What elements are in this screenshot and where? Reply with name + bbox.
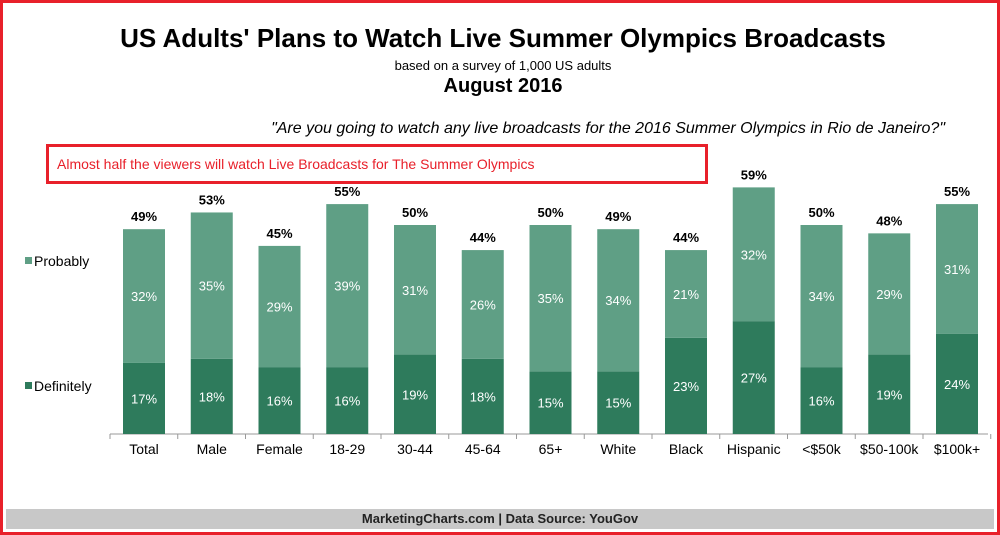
bar-probably [868, 233, 911, 355]
data-label-definitely: 16% [266, 394, 292, 409]
data-label-total: 48% [876, 213, 902, 228]
data-label-total: 55% [334, 184, 360, 199]
data-label-definitely: 18% [470, 389, 496, 404]
bar-probably [665, 250, 707, 338]
data-label-definitely: 17% [131, 391, 157, 406]
bar-probably [394, 225, 436, 355]
data-label-definitely: 18% [199, 389, 225, 404]
x-tick-label: 45-64 [465, 441, 501, 457]
source-footer: MarketingCharts.com | Data Source: YouGo… [6, 509, 994, 529]
bar-definitely [597, 371, 640, 434]
data-label-definitely: 16% [808, 394, 834, 409]
bar-probably [461, 250, 504, 359]
survey-question: "Are you going to watch any live broadca… [271, 120, 945, 137]
data-label-probably: 31% [944, 262, 970, 277]
bar-probably [190, 212, 233, 359]
bar-definitely [800, 367, 843, 434]
legend-label-definitely: Definitely [34, 378, 92, 394]
data-label-definitely: 19% [402, 387, 428, 402]
bar-probably [597, 229, 640, 372]
data-label-definitely: 16% [334, 394, 360, 409]
data-label-definitely: 15% [537, 396, 563, 411]
bar-definitely [190, 358, 233, 434]
data-label-total: 44% [470, 230, 496, 245]
data-label-probably: 39% [334, 279, 360, 294]
bar-probably [800, 225, 843, 368]
x-tick-label: $50-100k [860, 441, 919, 457]
legend-swatch-definitely [25, 382, 32, 389]
data-label-total: 55% [944, 184, 970, 199]
bar-definitely [936, 333, 978, 434]
data-label-definitely: 15% [605, 396, 631, 411]
data-label-total: 50% [402, 205, 428, 220]
data-label-total: 53% [199, 192, 225, 207]
x-tick-label: Hispanic [727, 441, 781, 457]
callout-box: Almost half the viewers will watch Live … [46, 144, 708, 184]
x-tick-label: 65+ [539, 441, 563, 457]
bar-probably [258, 245, 301, 368]
bar-definitely [123, 362, 165, 434]
data-label-definitely: 27% [741, 371, 767, 386]
data-label-total: 50% [808, 205, 834, 220]
data-label-total: 44% [673, 230, 699, 245]
x-tick-label: Total [129, 441, 159, 457]
bar-probably [123, 229, 165, 363]
bar-definitely [326, 367, 369, 434]
data-label-total: 49% [605, 209, 631, 224]
data-label-definitely: 23% [673, 379, 699, 394]
data-label-probably: 34% [808, 289, 834, 304]
data-label-definitely: 24% [944, 377, 970, 392]
data-label-probably: 31% [402, 283, 428, 298]
bar-probably [732, 187, 775, 322]
x-tick-label: White [600, 441, 636, 457]
bar-definitely [665, 337, 707, 434]
chart-subtitle: based on a survey of 1,000 US adults [394, 58, 612, 73]
bar-probably [936, 204, 978, 334]
data-label-probably: 26% [470, 297, 496, 312]
data-label-total: 59% [741, 167, 767, 182]
x-tick-label: Female [256, 441, 303, 457]
data-label-total: 49% [131, 209, 157, 224]
data-label-probably: 29% [876, 287, 902, 302]
bar-probably [529, 225, 572, 372]
bar-definitely [732, 321, 775, 434]
x-tick-label: $100k+ [934, 441, 980, 457]
bar-definitely [394, 354, 436, 434]
data-label-definitely: 19% [876, 387, 902, 402]
x-tick-label: Male [197, 441, 228, 457]
legend-label-probably: Probably [34, 253, 89, 269]
x-tick-label: 18-29 [329, 441, 365, 457]
data-label-total: 50% [537, 205, 563, 220]
chart-date: August 2016 [443, 75, 563, 97]
data-label-total: 45% [266, 226, 292, 241]
data-label-probably: 32% [131, 289, 157, 304]
x-tick-label: Black [669, 441, 704, 457]
data-label-probably: 34% [605, 293, 631, 308]
bar-probably [326, 204, 369, 368]
x-tick-label: 30-44 [397, 441, 433, 457]
data-label-probably: 32% [741, 247, 767, 262]
bar-definitely [258, 367, 301, 434]
data-label-probably: 35% [537, 291, 563, 306]
data-label-probably: 21% [673, 287, 699, 302]
x-tick-label: <$50k [802, 441, 842, 457]
legend-swatch-probably [25, 257, 32, 264]
data-label-probably: 29% [266, 300, 292, 315]
stacked-bar-chart: 17% 32% 49% Total 18% 35% 53% Male 16% 29% 45% Fema… [25, 167, 992, 457]
bar-definitely [868, 354, 911, 434]
chart-title: US Adults' Plans to Watch Live Summer Ol… [120, 23, 886, 53]
bar-definitely [461, 358, 504, 434]
data-label-probably: 35% [199, 279, 225, 294]
bar-definitely [529, 371, 572, 434]
